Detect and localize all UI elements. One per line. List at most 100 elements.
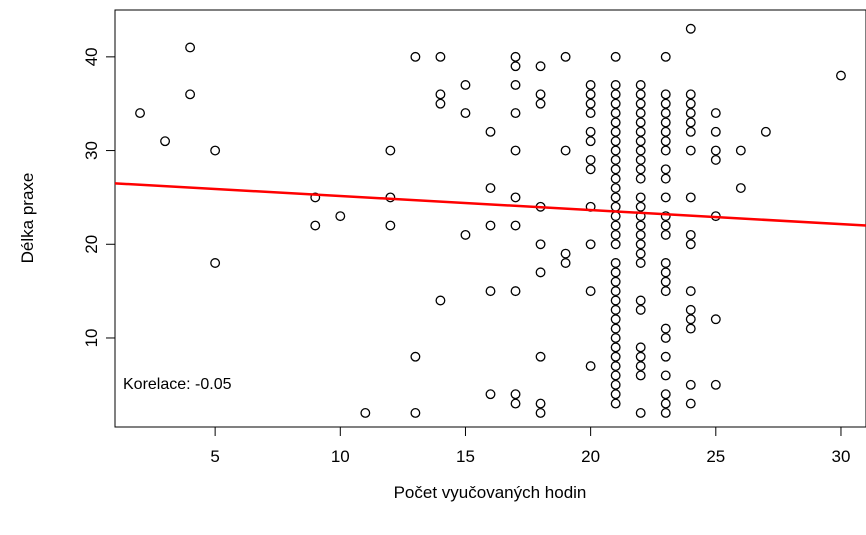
- data-point: [635, 229, 646, 240]
- x-tick-label: 10: [331, 447, 350, 466]
- data-point: [685, 286, 696, 297]
- data-point: [460, 80, 471, 90]
- data-point: [635, 80, 646, 90]
- x-tick-label: 20: [581, 447, 600, 466]
- data-point: [585, 108, 596, 119]
- data-point: [610, 258, 621, 268]
- data-point: [535, 89, 546, 100]
- data-point: [610, 164, 621, 175]
- data-point: [610, 323, 621, 334]
- data-point: [710, 126, 721, 137]
- data-point: [635, 154, 646, 165]
- data-point: [660, 117, 671, 128]
- data-point: [610, 370, 621, 381]
- data-point: [610, 173, 621, 184]
- data-point: [685, 108, 696, 119]
- data-point: [585, 136, 596, 147]
- data-point: [435, 51, 446, 62]
- data-point: [660, 398, 671, 409]
- data-point: [585, 286, 596, 297]
- data-point: [685, 89, 696, 100]
- data-point: [660, 108, 671, 119]
- data-point: [510, 389, 521, 400]
- data-point: [710, 108, 721, 119]
- data-point: [610, 342, 621, 353]
- data-point: [660, 389, 671, 400]
- data-point: [610, 286, 621, 297]
- data-point: [660, 351, 671, 362]
- data-point: [310, 192, 321, 203]
- plot-frame: [114, 9, 866, 428]
- data-point: [660, 51, 671, 62]
- data-point: [635, 108, 646, 119]
- data-point: [610, 229, 621, 240]
- data-point: [610, 98, 621, 109]
- data-point: [510, 286, 521, 297]
- data-point: [610, 117, 621, 128]
- data-point: [635, 239, 646, 250]
- regression-line: [114, 182, 866, 227]
- y-axis-title: Délka praxe: [18, 173, 37, 264]
- data-point: [660, 229, 671, 240]
- data-point: [185, 42, 196, 53]
- data-point: [510, 192, 521, 203]
- data-point: [635, 89, 646, 100]
- data-point: [485, 286, 496, 297]
- data-point: [610, 239, 621, 250]
- data-point: [660, 407, 671, 418]
- data-point: [660, 136, 671, 147]
- correlation-annotation: Korelace: -0.05: [123, 376, 232, 393]
- data-point: [635, 295, 646, 306]
- data-point: [585, 98, 596, 109]
- y-tick-label: 10: [82, 329, 101, 348]
- data-point: [685, 304, 696, 315]
- data-point: [635, 351, 646, 362]
- data-point: [610, 398, 621, 409]
- data-point: [610, 379, 621, 390]
- data-point: [660, 145, 671, 156]
- data-point: [760, 126, 771, 137]
- data-point: [660, 370, 671, 381]
- data-point: [360, 407, 371, 418]
- x-tick-label: 5: [210, 447, 219, 466]
- data-point: [510, 51, 521, 62]
- data-point: [635, 407, 646, 418]
- data-point: [735, 183, 746, 193]
- data-point: [660, 258, 671, 268]
- data-point: [635, 201, 646, 212]
- data-point: [435, 295, 446, 306]
- data-point: [335, 211, 346, 222]
- data-point: [485, 220, 496, 231]
- data-point: [660, 286, 671, 297]
- data-point: [710, 145, 721, 156]
- data-point: [660, 126, 671, 137]
- data-point: [435, 98, 446, 109]
- data-point: [535, 351, 546, 362]
- data-point: [510, 145, 521, 156]
- data-point: [685, 126, 696, 137]
- data-point: [535, 98, 546, 109]
- data-point: [635, 342, 646, 353]
- data-points: [135, 23, 846, 418]
- data-point: [185, 89, 196, 100]
- data-point: [660, 98, 671, 109]
- y-tick-label: 20: [82, 235, 101, 254]
- data-point: [585, 239, 596, 250]
- x-axis: 5 10 15 20 25 30: [210, 427, 850, 466]
- data-point: [635, 145, 646, 156]
- data-point: [610, 267, 621, 278]
- x-tick-label: 25: [706, 447, 725, 466]
- data-point: [385, 145, 396, 156]
- data-point: [585, 164, 596, 175]
- data-point: [610, 89, 621, 100]
- data-point: [610, 333, 621, 343]
- data-point: [660, 211, 671, 222]
- data-point: [160, 136, 171, 147]
- data-point: [560, 145, 571, 156]
- data-point: [535, 239, 546, 250]
- data-point: [660, 173, 671, 184]
- data-point: [435, 89, 446, 100]
- data-point: [485, 183, 496, 193]
- data-point: [610, 389, 621, 400]
